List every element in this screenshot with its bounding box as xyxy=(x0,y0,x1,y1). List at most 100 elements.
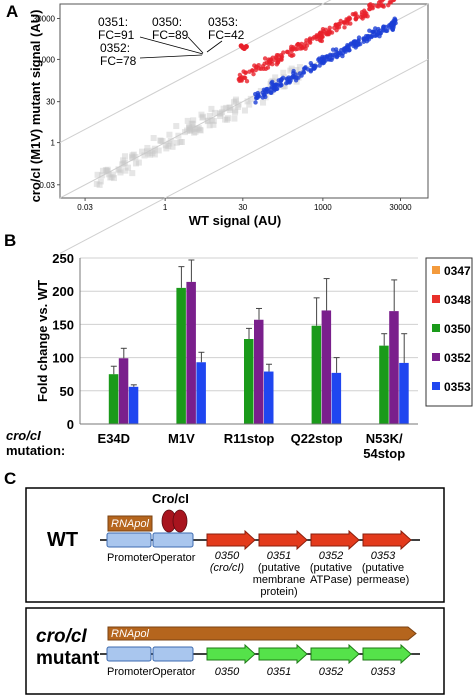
red-point xyxy=(376,0,382,5)
grey-point xyxy=(129,170,136,177)
red-point xyxy=(374,3,380,9)
grey-point xyxy=(107,174,114,181)
grey-point xyxy=(280,69,287,76)
grey-point xyxy=(175,132,182,139)
grey-point xyxy=(104,166,111,173)
red-point xyxy=(251,71,256,77)
mutant-promoter-box xyxy=(106,646,152,662)
wt-gene-id-0351: 0351 xyxy=(267,550,291,562)
annotation-0351-label: 0351: xyxy=(98,15,128,29)
wt-gene-arrow-0353 xyxy=(362,529,412,551)
bar-0352-1 xyxy=(186,281,196,424)
grey-point xyxy=(173,139,180,146)
grey-point xyxy=(227,106,234,113)
grey-point xyxy=(230,99,237,106)
legend-label-0348: 0348 xyxy=(444,293,471,307)
grey-point xyxy=(192,128,199,135)
mutant-gene-id-0350: 0350 xyxy=(215,666,240,678)
grey-point xyxy=(184,117,191,124)
blue-point xyxy=(254,94,259,100)
red-point xyxy=(319,34,325,39)
grey-point xyxy=(121,159,128,166)
grey-point xyxy=(199,114,206,121)
grey-point xyxy=(129,152,136,159)
wt-gene-desc-0352-1: ATPase) xyxy=(310,574,352,586)
y-tick-label-2: 100 xyxy=(52,351,74,366)
mutant-promoter-label: Promoter xyxy=(107,666,153,678)
grey-point xyxy=(104,168,111,175)
grey-point xyxy=(211,109,218,116)
mutant-gene-id-0352: 0352 xyxy=(319,666,343,678)
bar-0352-2 xyxy=(254,319,264,424)
row-label-crocI: cro/cI xyxy=(6,428,41,443)
bar-0352-3 xyxy=(321,310,332,424)
red-point xyxy=(336,25,342,30)
blue-point xyxy=(346,43,351,49)
grey-point xyxy=(197,127,204,134)
blue-point xyxy=(329,57,334,63)
red-point xyxy=(367,6,372,12)
red-point xyxy=(365,14,370,19)
bar-0353-1 xyxy=(196,362,206,424)
grey-point xyxy=(144,144,151,151)
red-point xyxy=(244,79,250,84)
grey-point xyxy=(196,126,203,133)
grey-point xyxy=(189,124,196,131)
grey-point xyxy=(225,115,232,122)
wt-rnapol-label: RNApol xyxy=(111,518,149,530)
bar-chart-y-ticks: 0 50 100 150 200 250 xyxy=(52,251,74,432)
blue-point xyxy=(296,75,301,80)
grey-point xyxy=(183,127,190,134)
diagonal-line-0 xyxy=(59,58,429,254)
grey-point xyxy=(232,109,239,116)
wt-gene-desc-0353-0: (putative xyxy=(362,562,404,574)
y-tick-label-5: 250 xyxy=(52,251,74,266)
bar-0353-3 xyxy=(331,372,342,424)
wt-gene-desc-0351-1: membrane xyxy=(253,574,306,586)
wt-gene-arrow-0352 xyxy=(310,529,360,551)
red-point xyxy=(262,56,268,61)
blue-point xyxy=(316,57,321,62)
y-tick-label-3: 1000 xyxy=(37,55,55,64)
panel-c-label: C xyxy=(4,469,16,488)
wt-promoter-box-1 xyxy=(106,532,152,548)
annotation-0350-label: 0350: xyxy=(152,15,182,29)
blue-point xyxy=(353,45,358,50)
y-tick-label-0: 0 xyxy=(67,417,74,432)
legend-swatch-0350 xyxy=(432,324,440,332)
grey-point xyxy=(122,167,129,174)
annotation-0350-fc: FC=89 xyxy=(152,28,189,42)
bar-chart-categories: E34D M1V R11stop Q22stop N53K/54stop xyxy=(98,431,406,461)
grey-point xyxy=(121,153,128,160)
blue-points xyxy=(253,16,398,105)
bar-0350-4 xyxy=(379,345,389,424)
blue-point xyxy=(361,39,366,44)
bar-0353-4 xyxy=(399,362,409,424)
red-point xyxy=(303,41,308,46)
grey-point xyxy=(93,180,100,187)
red-point xyxy=(291,52,296,58)
blue-point xyxy=(260,90,265,95)
grey-point xyxy=(206,112,213,119)
grey-point xyxy=(222,116,229,123)
blue-point xyxy=(390,27,395,32)
mutant-label-mutant: mutant xyxy=(36,648,100,669)
y-tick-label-4: 30000 xyxy=(33,14,56,23)
grey-point xyxy=(191,126,198,133)
blue-point xyxy=(351,39,356,44)
grey-point xyxy=(226,104,233,111)
grey-point xyxy=(144,150,151,157)
grey-point xyxy=(232,107,239,114)
blue-point xyxy=(322,54,327,60)
grey-point xyxy=(116,167,123,174)
legend-label-0353: 0353 xyxy=(444,380,471,394)
blue-point xyxy=(283,81,289,86)
blue-point xyxy=(321,58,327,63)
grey-point xyxy=(257,87,264,94)
bar-chart: 0 50 100 150 200 250 E34D M1V R11stop Q22stop N53… xyxy=(52,251,418,461)
grey-point xyxy=(149,147,156,154)
grey-point xyxy=(296,64,303,71)
x-tick-label-1: 1 xyxy=(163,203,168,212)
red-point xyxy=(348,21,353,26)
blue-point xyxy=(253,100,258,105)
